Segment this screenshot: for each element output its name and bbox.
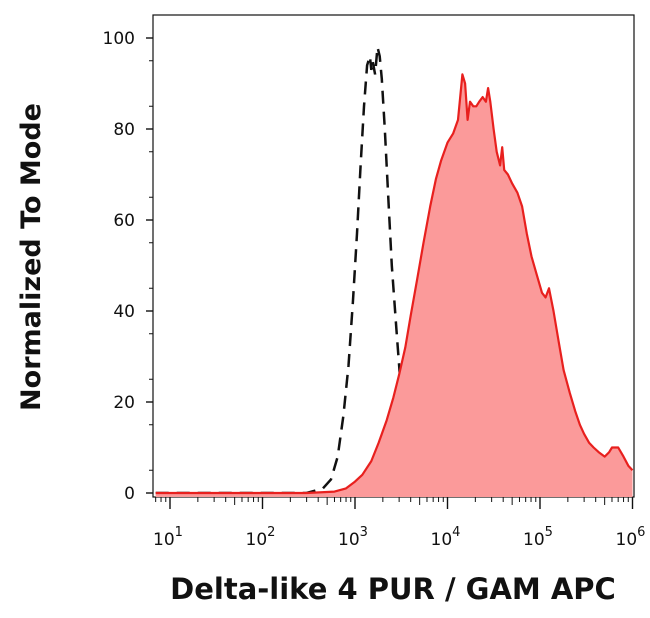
series-1-fill [155, 74, 633, 498]
x-tick-label-2: 102 [246, 525, 276, 550]
y-tick-label-20: 20 [113, 393, 135, 413]
x-tick-label-4: 104 [431, 525, 461, 550]
series-layer [155, 46, 634, 498]
y-tick-label-100: 100 [103, 29, 135, 49]
x-axis-title: Delta-like 4 PUR / GAM APC [170, 572, 616, 606]
y-tick-label-80: 80 [113, 120, 135, 140]
y-tick-label-60: 60 [113, 211, 135, 231]
axis-layer: 0 20 40 60 80 100 101 102 103 104 105 106 [103, 29, 646, 550]
x-tick-label-3: 103 [338, 525, 368, 550]
y-tick-label-40: 40 [113, 302, 135, 322]
x-tick-label-1: 101 [153, 525, 183, 550]
x-tick-label-5: 105 [523, 525, 553, 550]
y-tick-label-0: 0 [124, 484, 135, 504]
y-axis-title: Normalized To Mode [16, 103, 47, 411]
x-tick-label-6: 106 [616, 525, 646, 550]
series-1-line [155, 73, 634, 495]
